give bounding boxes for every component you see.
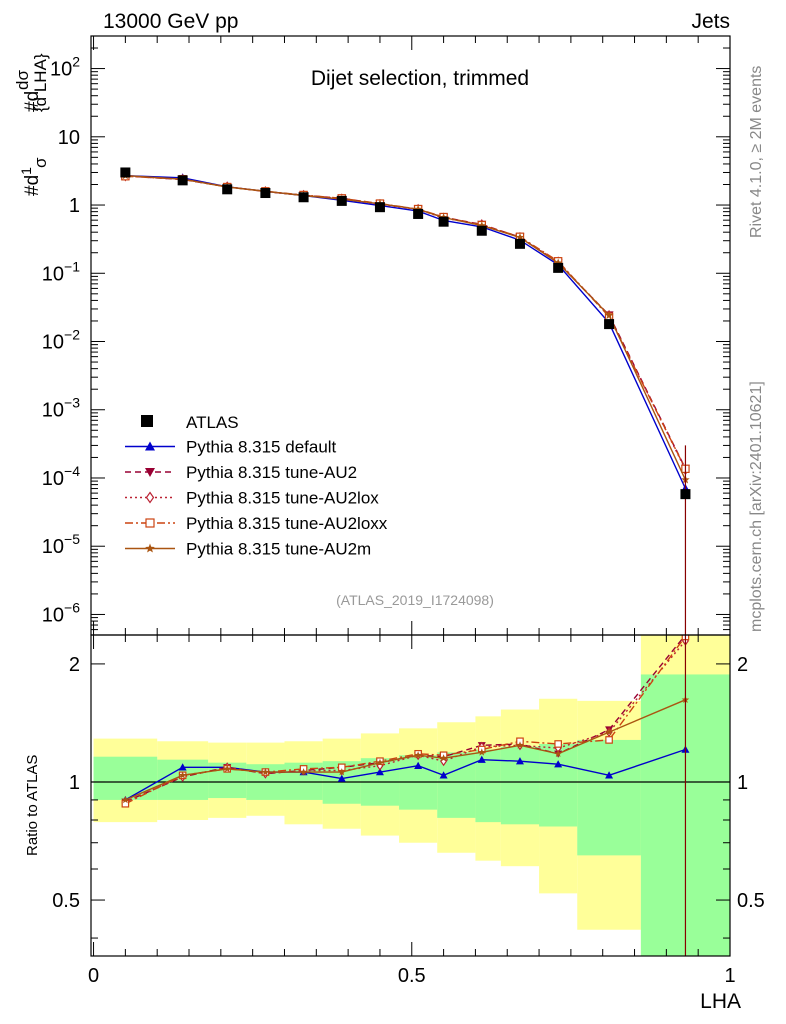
- y-label-dsigma: dσ: [13, 70, 32, 90]
- main-panel-plot: [120, 167, 691, 635]
- series-point-ratio: [376, 758, 384, 766]
- ratio-y-tick-label-left: 2: [69, 654, 80, 676]
- data-point: [514, 238, 525, 249]
- ratio-y-tick-label-left: 1: [69, 772, 80, 794]
- series-point-ratio: [337, 774, 346, 782]
- legend-label: Pythia 8.315 tune-AU2: [186, 463, 357, 482]
- series-point-ratio: [414, 751, 422, 759]
- data-point: [177, 175, 188, 186]
- ratio-y-tick-label-left: 0.5: [52, 890, 80, 912]
- series-point-ratio: [439, 754, 448, 762]
- legend-label: Pythia 8.315 tune-AU2loxx: [186, 514, 388, 533]
- legend-marker: [145, 491, 155, 504]
- axes: 0 0.5 1 102 10 1 10−1 10−2 10−3 10−4 10−5 10−6 2 2 1 1 0…: [42, 35, 765, 987]
- series-point-ratio: [478, 748, 486, 756]
- series-point-ratio: [261, 768, 270, 776]
- data-point: [476, 225, 487, 236]
- data-point: [413, 208, 424, 219]
- legend-marker: [145, 441, 155, 451]
- main-y-tick-label: 10−5: [42, 531, 80, 558]
- x-tick-label: 0.5: [398, 965, 426, 987]
- series-point-ratio: [554, 749, 562, 757]
- main-y-axis-label: #d1 σ #d dσ {d LHA}: [13, 53, 50, 196]
- series-point-ratio: [605, 771, 614, 779]
- legend-marker-data: [141, 415, 153, 427]
- y-label-dLHA: {d LHA}: [31, 53, 50, 112]
- series-point-ratio: [178, 771, 187, 779]
- series-point-main: [604, 310, 614, 320]
- ratio-panel-frame: [90, 634, 731, 957]
- main-y-tick-label: 10: [58, 127, 80, 149]
- legend: ATLAS Pythia 8.315 default Pythia 8.315 tu…: [125, 413, 388, 559]
- data-point: [438, 216, 449, 227]
- ratio-panel-plot: [91, 635, 730, 956]
- series-point-main: [413, 204, 423, 213]
- series-point-ratio: [477, 755, 486, 763]
- series-line-ratio: [125, 699, 686, 801]
- ratio-uncertainty-bands: [93, 635, 730, 956]
- y-label-sigma-1: σ: [31, 157, 50, 168]
- data-point: [260, 188, 271, 199]
- analysis-id: (ATLAS_2019_I1724098): [336, 592, 494, 608]
- series-point-main: [477, 221, 487, 230]
- data-point: [120, 167, 131, 178]
- series-point-ratio: [554, 740, 562, 748]
- y-label-text-lower: #d1: [18, 167, 43, 196]
- x-axis-label: LHA: [700, 990, 741, 1013]
- x-tick-label: 0: [88, 965, 99, 987]
- data-point: [222, 184, 233, 195]
- main-y-tick-label: 10−4: [42, 463, 80, 490]
- data-point: [298, 192, 309, 203]
- series-point-ratio: [223, 764, 231, 773]
- series-point-ratio: [605, 736, 613, 744]
- series-point-ratio: [516, 741, 524, 749]
- mcplots-reference-label: mcplots.cern.ch [arXiv:2401.10621]: [748, 381, 765, 632]
- series-point-ratio: [515, 757, 524, 765]
- series-point-ratio: [121, 795, 130, 804]
- header-right: Jets: [691, 10, 730, 33]
- series-point-ratio: [605, 728, 613, 736]
- data-point: [680, 489, 691, 500]
- main-y-tick-label: 102: [50, 54, 80, 81]
- series-point-ratio: [439, 771, 448, 779]
- legend-marker: [145, 543, 155, 553]
- inner-band-bin: [93, 756, 158, 800]
- series-point-ratio: [178, 763, 187, 771]
- legend-marker: [145, 468, 155, 477]
- legend-label: Pythia 8.315 tune-AU2lox: [186, 489, 379, 508]
- main-y-tick-label: 10−2: [42, 327, 80, 354]
- main-y-tick-label: 10−6: [42, 599, 80, 626]
- main-y-tick-label: 10−3: [42, 395, 80, 422]
- ratio-y-tick-label-right: 0.5: [737, 890, 765, 912]
- x-tick-label: 1: [724, 965, 735, 987]
- ratio-y-tick-label-right: 2: [737, 654, 748, 676]
- ratio-y-axis-label: Ratio to ATLAS: [24, 755, 41, 856]
- series-point-ratio: [338, 768, 346, 776]
- data-point: [336, 195, 347, 206]
- series-point-ratio: [554, 760, 563, 768]
- legend-label-data: ATLAS: [186, 413, 239, 432]
- inner-band-bin: [577, 739, 641, 856]
- chart-title: Dijet selection, trimmed: [311, 67, 529, 90]
- legend-marker: [145, 518, 155, 528]
- rivet-version-label: Rivet 4.1.0, ≥ 2M events: [748, 66, 765, 238]
- series-point-ratio: [414, 761, 423, 769]
- legend-label: Pythia 8.315 tune-AU2m: [186, 540, 371, 559]
- series-line-main: [125, 174, 687, 481]
- data-point: [374, 202, 385, 213]
- main-y-tick-label: 1: [69, 195, 80, 217]
- data-point: [604, 319, 615, 330]
- main-y-tick-label: 10−1: [42, 258, 80, 285]
- ratio-y-tick-label-right: 1: [737, 772, 748, 794]
- header-left: 13000 GeV pp: [103, 10, 238, 33]
- data-point: [553, 262, 564, 273]
- series-point-ratio: [299, 768, 308, 776]
- series-line-ratio: [125, 640, 686, 803]
- series-point-ratio: [375, 768, 384, 776]
- y-label-text-upper: #d: [22, 91, 43, 112]
- legend-label: Pythia 8.315 default: [186, 438, 337, 457]
